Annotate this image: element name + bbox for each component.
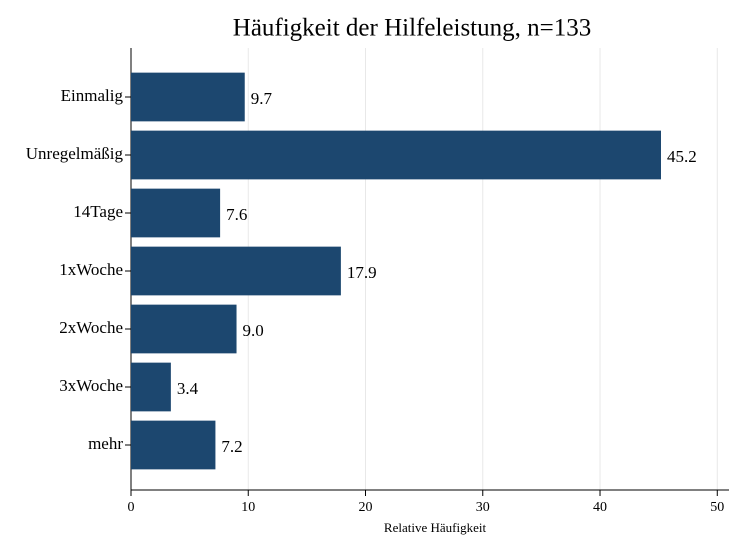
value-label: 7.2 — [221, 437, 242, 456]
value-label: 3.4 — [177, 379, 199, 398]
bar — [131, 420, 216, 470]
y-tick-label: 14Tage — [73, 202, 123, 221]
value-label: 17.9 — [347, 263, 377, 282]
y-tick-label: 3xWoche — [59, 376, 123, 395]
bar — [131, 362, 171, 412]
x-tick-label: 10 — [241, 500, 255, 515]
bar — [131, 72, 245, 122]
x-tick-label: 40 — [593, 500, 607, 515]
x-axis-label: Relative Häufigkeit — [384, 520, 487, 535]
bar — [131, 130, 661, 180]
x-tick-label: 20 — [359, 500, 373, 515]
value-label: 7.6 — [226, 205, 247, 224]
y-tick-label: 1xWoche — [59, 260, 123, 279]
value-label: 45.2 — [667, 147, 697, 166]
x-tick-label: 30 — [476, 500, 490, 515]
x-tick-label: 0 — [128, 500, 135, 515]
value-label: 9.7 — [251, 89, 273, 108]
y-tick-label: mehr — [88, 434, 123, 453]
x-tick-label: 50 — [710, 500, 724, 515]
value-label: 9.0 — [243, 321, 264, 340]
bar — [131, 188, 221, 238]
y-tick-label: 2xWoche — [59, 318, 123, 337]
chart-title: Häufigkeit der Hilfeleistung, n=133 — [233, 15, 591, 42]
y-tick-label: Unregelmäßig — [26, 144, 124, 163]
bar — [131, 304, 237, 354]
y-tick-label: Einmalig — [61, 86, 124, 105]
bar — [131, 246, 341, 296]
